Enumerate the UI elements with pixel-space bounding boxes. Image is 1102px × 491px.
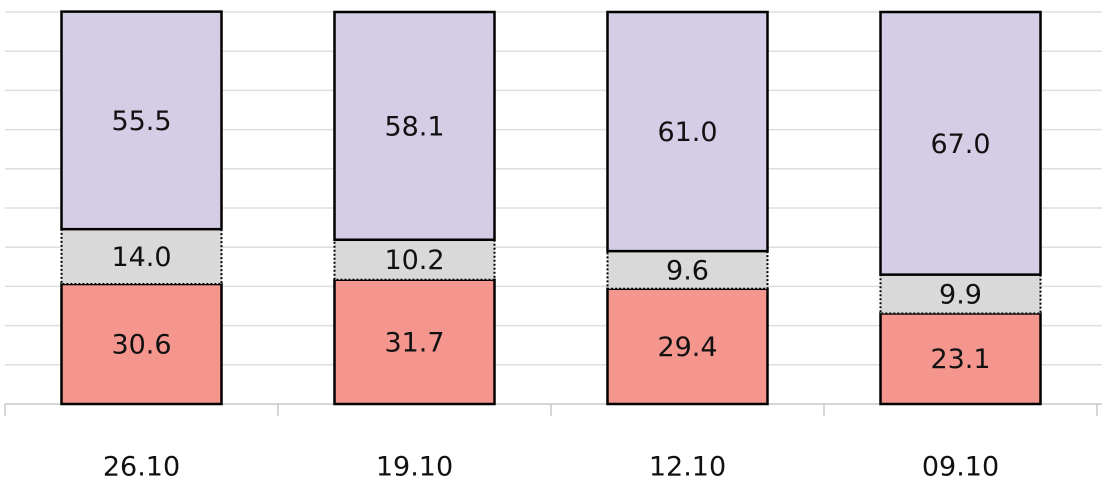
bar-segment <box>60 282 223 406</box>
x-tick-label: 19.10 <box>376 452 453 483</box>
value-label: 30.6 <box>111 330 171 361</box>
bar-segment <box>333 278 496 406</box>
value-label: 31.7 <box>384 327 444 358</box>
x-tick-label: 12.10 <box>649 452 726 483</box>
value-label: 67.0 <box>930 129 990 160</box>
bar-segment <box>60 10 223 231</box>
value-label: 9.6 <box>666 255 709 286</box>
value-label: 10.2 <box>384 245 444 276</box>
bar-segment <box>606 250 769 290</box>
value-label: 9.9 <box>939 280 982 311</box>
value-label: 55.5 <box>111 106 171 137</box>
value-label: 58.1 <box>384 111 444 142</box>
bar-segment <box>606 287 769 406</box>
bar-segment <box>879 10 1042 276</box>
bar-segment <box>333 10 496 242</box>
value-label: 61.0 <box>657 117 717 148</box>
value-label: 29.4 <box>657 332 717 363</box>
x-tick-label: 09.10 <box>922 452 999 483</box>
value-label: 14.0 <box>111 242 171 273</box>
value-label: 23.1 <box>930 344 990 375</box>
bar-segment <box>606 10 769 253</box>
bar-segment <box>879 312 1042 406</box>
x-tick-label: 26.10 <box>103 452 180 483</box>
